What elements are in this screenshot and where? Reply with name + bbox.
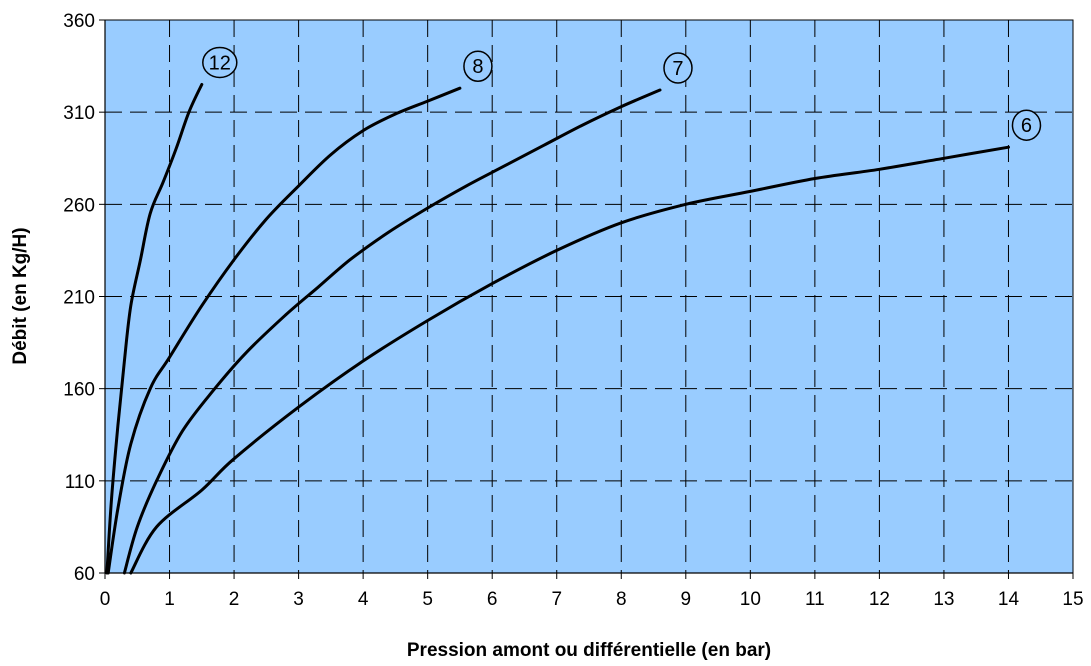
y-tick-label: 160 [63,380,95,401]
x-tick-label: 14 [998,589,1020,610]
series-line-7 [122,88,662,575]
series-label-text: 6 [1021,115,1032,137]
axes [99,19,1074,579]
series-label-text: 7 [672,58,683,80]
x-tick-label: 6 [487,589,498,610]
y-axis-title: Débit (en Kg/H) [10,227,31,364]
series-label-text: 12 [209,53,231,75]
series-lines [105,83,1010,575]
series-label-bubble [463,50,493,82]
x-tick-label: 12 [869,589,890,610]
x-tick-label: 8 [616,589,627,610]
y-tick-label: 110 [65,472,95,493]
grid-lines [105,20,1073,573]
x-tick-label: 7 [551,589,562,610]
series-label-12: 12 [202,46,238,79]
y-tick-label: 60 [74,564,95,585]
x-tick-label: 2 [229,589,240,610]
series-label-8: 8 [463,50,493,82]
y-tick-label: 210 [63,288,95,309]
x-tick-label: 10 [740,589,761,610]
x-tick-label: 1 [164,589,175,610]
x-axis-title: Pression amont ou différentielle (en bar… [407,640,771,661]
series-label-7: 7 [663,52,693,84]
x-tick-label: 11 [805,589,825,610]
x-tick-label: 3 [293,589,304,610]
y-tick-label: 310 [63,103,95,124]
x-tick-label: 15 [1062,589,1083,610]
y-tick-label: 360 [63,11,95,32]
x-tick-label: 5 [422,589,433,610]
series-labels: 12 8 7 6 [202,46,1042,141]
series-label-bubble [1011,109,1042,141]
x-tick-label: 13 [933,589,954,610]
series-label-6: 6 [1011,109,1042,141]
series-label-text: 8 [472,56,483,78]
series-line-8 [106,86,462,575]
series-line-12 [105,83,204,575]
x-tick-label: 4 [358,589,369,610]
series-label-bubble [202,46,238,79]
tick-labels: 0 1 2 3 4 5 6 7 8 9 10 11 12 13 14 15601101602102603103… [63,11,1083,610]
series-label-bubble [663,52,693,84]
series-line-6 [129,145,1010,575]
y-tick-label: 260 [63,195,95,216]
x-tick-label: 0 [100,589,111,610]
x-tick-label: 9 [681,589,692,610]
